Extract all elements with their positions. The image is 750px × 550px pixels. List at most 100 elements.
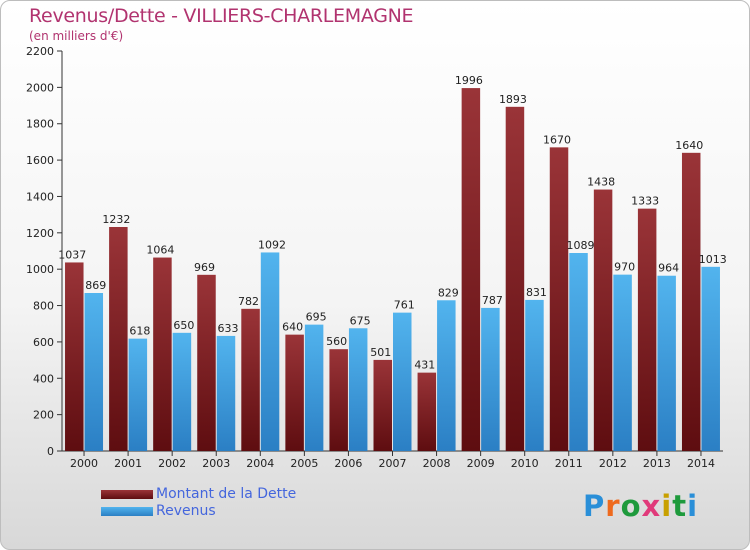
bar-debt bbox=[197, 274, 216, 451]
legend-label-revenus: Revenus bbox=[156, 503, 216, 519]
x-tick-label: 2013 bbox=[643, 457, 671, 470]
data-label-revenus: 829 bbox=[438, 286, 459, 299]
data-label-revenus: 869 bbox=[85, 279, 106, 292]
data-label-debt: 1064 bbox=[146, 244, 174, 257]
x-tick-label: 2004 bbox=[246, 457, 274, 470]
data-label-debt: 1438 bbox=[587, 176, 615, 189]
x-tick-label: 2006 bbox=[334, 457, 362, 470]
data-label-debt: 1037 bbox=[58, 248, 86, 261]
bar-revenus bbox=[84, 293, 104, 451]
y-tick-label: 1600 bbox=[26, 154, 54, 167]
bar-debt bbox=[593, 189, 613, 451]
bar-debt bbox=[549, 147, 569, 451]
bar-debt bbox=[65, 262, 84, 451]
y-tick-label: 800 bbox=[33, 300, 54, 313]
x-tick-label: 2001 bbox=[114, 457, 142, 470]
bar-debt bbox=[461, 88, 481, 451]
y-tick-label: 200 bbox=[33, 409, 54, 422]
data-label-debt: 640 bbox=[282, 321, 303, 334]
bar-revenus bbox=[481, 307, 500, 451]
data-label-debt: 1333 bbox=[631, 195, 659, 208]
data-label-debt: 1893 bbox=[499, 93, 527, 106]
bar-debt bbox=[681, 152, 701, 451]
data-label-debt: 1640 bbox=[675, 139, 703, 152]
bar-debt bbox=[285, 334, 304, 451]
data-label-revenus: 761 bbox=[394, 299, 415, 312]
data-label-debt: 1232 bbox=[102, 213, 130, 226]
bar-revenus bbox=[569, 253, 588, 451]
bar-revenus bbox=[393, 312, 412, 451]
x-tick-label: 2000 bbox=[70, 457, 98, 470]
x-tick-label: 2005 bbox=[290, 457, 318, 470]
bar-revenus bbox=[657, 275, 676, 451]
chart-title: Revenus/Dette - VILLIERS-CHARLEMAGNE bbox=[29, 5, 414, 27]
y-tick-label: 600 bbox=[33, 336, 54, 349]
data-label-debt: 969 bbox=[194, 261, 215, 274]
bar-revenus bbox=[525, 299, 544, 451]
logo-letter: P bbox=[583, 489, 606, 523]
bar-revenus bbox=[216, 335, 236, 451]
bar-debt bbox=[637, 208, 657, 451]
bar-revenus bbox=[701, 266, 720, 451]
data-label-debt: 560 bbox=[326, 335, 347, 348]
x-tick-label: 2008 bbox=[423, 457, 451, 470]
logo-letter: i bbox=[661, 489, 673, 523]
bar-revenus bbox=[304, 324, 324, 451]
bar-debt bbox=[241, 308, 260, 451]
data-label-debt: 1670 bbox=[543, 133, 571, 146]
legend-label-debt: Montant de la Dette bbox=[156, 486, 297, 502]
y-tick-label: 2000 bbox=[26, 81, 54, 94]
logo-letter: x bbox=[641, 489, 662, 523]
bar-revenus bbox=[437, 300, 456, 451]
data-label-revenus: 1013 bbox=[699, 253, 727, 266]
y-tick-label: 1200 bbox=[26, 227, 54, 240]
x-tick-label: 2002 bbox=[158, 457, 186, 470]
y-tick-label: 1000 bbox=[26, 263, 54, 276]
data-label-debt: 501 bbox=[370, 346, 391, 359]
logo-letter: t bbox=[672, 489, 688, 523]
bar-debt bbox=[109, 227, 128, 451]
data-label-revenus: 970 bbox=[614, 261, 635, 274]
bar-debt bbox=[329, 349, 348, 451]
data-label-revenus: 633 bbox=[217, 322, 238, 335]
y-tick-label: 0 bbox=[47, 445, 54, 458]
data-label-debt: 1996 bbox=[455, 74, 483, 87]
x-tick-label: 2003 bbox=[202, 457, 230, 470]
x-tick-label: 2007 bbox=[379, 457, 407, 470]
proxiti-logo: Proxiti bbox=[583, 489, 698, 523]
legend-swatch-revenus bbox=[101, 507, 153, 516]
x-tick-label: 2014 bbox=[687, 457, 715, 470]
data-label-revenus: 1092 bbox=[258, 238, 286, 251]
data-label-revenus: 787 bbox=[482, 294, 503, 307]
bar-debt bbox=[373, 359, 392, 451]
logo-letter: i bbox=[687, 489, 699, 523]
y-tick-label: 1800 bbox=[26, 118, 54, 131]
bar-debt bbox=[153, 257, 172, 451]
bar-revenus bbox=[613, 274, 632, 451]
logo-letter: o bbox=[620, 489, 642, 523]
data-label-revenus: 618 bbox=[129, 325, 150, 338]
legend-swatch-debt bbox=[101, 490, 153, 499]
bar-debt bbox=[417, 372, 437, 451]
data-label-revenus: 831 bbox=[526, 286, 547, 299]
x-tick-label: 2009 bbox=[467, 457, 495, 470]
data-label-debt: 431 bbox=[414, 359, 435, 372]
bar-revenus bbox=[260, 252, 280, 451]
data-label-revenus: 964 bbox=[658, 262, 679, 275]
y-tick-label: 2200 bbox=[26, 45, 54, 58]
bar-revenus bbox=[348, 328, 368, 451]
bar-revenus bbox=[172, 332, 192, 451]
y-tick-label: 1400 bbox=[26, 190, 54, 203]
logo-letter: r bbox=[605, 489, 621, 523]
data-label-revenus: 695 bbox=[306, 311, 327, 324]
y-tick-label: 400 bbox=[33, 372, 54, 385]
data-label-revenus: 1089 bbox=[567, 239, 595, 252]
data-label-revenus: 675 bbox=[350, 314, 371, 327]
x-tick-label: 2012 bbox=[599, 457, 627, 470]
x-tick-label: 2010 bbox=[511, 457, 539, 470]
chart-subtitle: (en milliers d'€) bbox=[29, 29, 124, 43]
x-tick-label: 2011 bbox=[555, 457, 583, 470]
data-label-debt: 782 bbox=[238, 295, 259, 308]
